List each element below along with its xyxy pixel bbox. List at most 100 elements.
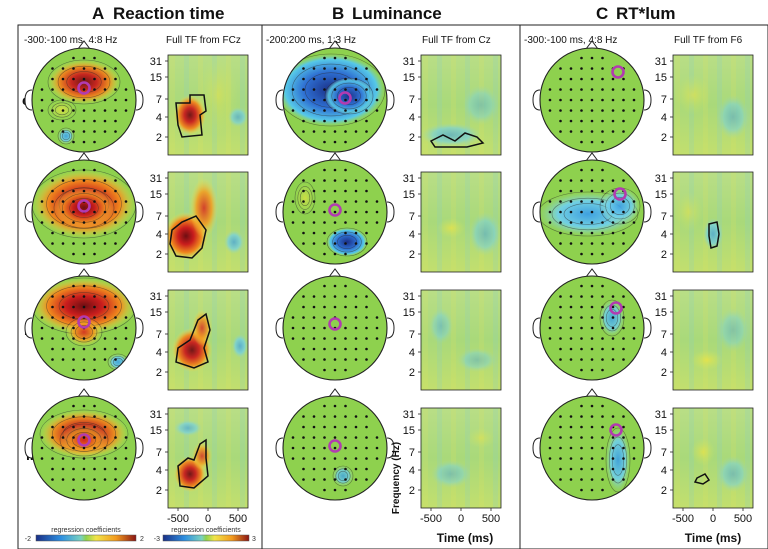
significance-outline (708, 221, 720, 249)
electrode (590, 457, 594, 460)
significance-outline (429, 132, 485, 148)
electrode (103, 415, 107, 418)
electrode (61, 358, 65, 361)
tf-frame (672, 171, 754, 273)
electrode (569, 326, 573, 330)
electrode (344, 457, 347, 460)
tf-cluster (437, 218, 465, 238)
head-ear-right (386, 317, 395, 339)
contour-line (57, 65, 111, 99)
electrode (312, 210, 316, 214)
electrode (365, 415, 368, 418)
electrode (611, 305, 615, 309)
electrode (569, 98, 573, 102)
electrode (72, 478, 75, 481)
head-nose (585, 152, 599, 162)
electrode (114, 425, 117, 429)
electrode (114, 77, 117, 81)
electrode (61, 242, 65, 245)
tf-colorbar-label: regression coefficients (171, 527, 241, 534)
head-nose (328, 388, 342, 398)
electrode (302, 98, 305, 102)
electrode (548, 316, 552, 319)
tf-cluster (457, 348, 497, 372)
head-ear-right (643, 201, 652, 223)
electrode (333, 284, 337, 288)
freq-tick-label: 2 (156, 132, 162, 144)
electrode (72, 67, 75, 70)
electrode (333, 56, 337, 60)
electrode (82, 56, 86, 60)
head-outline (539, 159, 645, 265)
electrode (590, 109, 594, 112)
electrode (333, 109, 337, 112)
electrode (601, 337, 604, 340)
head-ear-left (24, 437, 33, 459)
electrode (323, 415, 326, 418)
electrode (622, 478, 625, 481)
electrode (323, 457, 326, 460)
electrode (103, 231, 107, 235)
electrode (375, 109, 379, 112)
electrode (365, 295, 368, 298)
electrode (61, 67, 65, 70)
electrode (72, 488, 75, 492)
electrode (103, 425, 107, 429)
electrode (312, 189, 316, 193)
electrode (569, 436, 573, 439)
electrode (559, 436, 562, 439)
tf-frame (672, 289, 754, 391)
electrode (559, 67, 562, 70)
electrode (103, 179, 107, 182)
freq-tick-label: 15 (403, 425, 415, 437)
head-outline (539, 395, 645, 501)
electrode (312, 88, 316, 91)
electrode (569, 200, 573, 203)
electrode (601, 316, 604, 319)
tf-texture (479, 408, 484, 508)
electrode (312, 221, 316, 224)
electrode (601, 446, 604, 450)
freq-tick-label: 31 (655, 173, 667, 185)
electrode (103, 210, 107, 214)
electrode (93, 457, 96, 460)
tf-texture (437, 55, 442, 155)
electrode (93, 337, 96, 340)
electrode (302, 347, 305, 351)
electrode (344, 130, 347, 133)
time-tick-label: 0 (710, 513, 716, 525)
electrode (72, 295, 75, 298)
electrode (323, 67, 326, 70)
electrode (611, 119, 615, 123)
electrode (354, 242, 358, 245)
electrode (312, 295, 316, 298)
electrode (590, 67, 594, 70)
electrode (354, 119, 358, 123)
head-ear-right (135, 317, 144, 339)
electrode (333, 77, 337, 81)
panel-title-c: C RT*lum (596, 4, 676, 23)
electrode (72, 88, 75, 91)
freq-tick-label: 15 (655, 72, 667, 84)
tf-cluster (717, 95, 749, 139)
electrode (580, 88, 583, 91)
electrode (124, 200, 128, 203)
electrode (354, 98, 358, 102)
electrode (72, 404, 75, 408)
electrode (103, 337, 107, 340)
electrode (333, 252, 337, 256)
electrode (82, 252, 86, 256)
electrode (622, 446, 625, 450)
electrode (580, 316, 583, 319)
contour-line (299, 190, 311, 206)
electrode (344, 404, 347, 408)
electrode (72, 337, 75, 340)
panel-letter-a: A (92, 4, 104, 23)
electrode (601, 98, 604, 102)
electrode (61, 436, 65, 439)
electrode (302, 425, 305, 429)
electrode (312, 77, 316, 81)
electrode (580, 478, 583, 481)
electrode (590, 189, 594, 193)
